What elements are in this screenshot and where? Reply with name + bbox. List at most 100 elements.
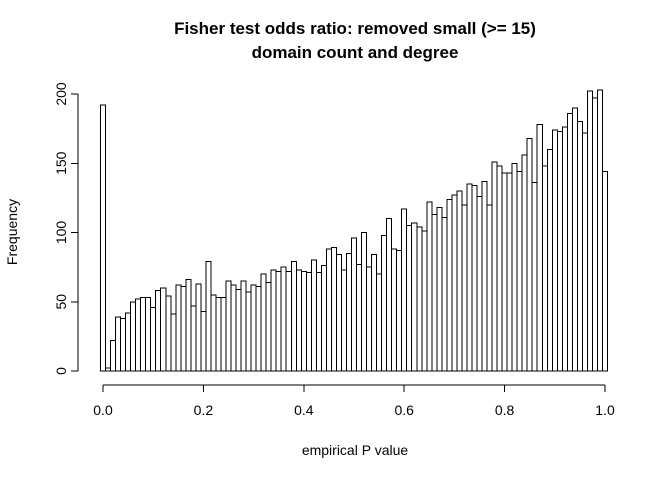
histogram-bar (225, 280, 232, 372)
x-axis-label: empirical P value (302, 442, 409, 458)
histogram-bar (330, 247, 337, 372)
histogram-bar (200, 310, 207, 372)
histogram-bar (285, 270, 292, 372)
histogram-bar (210, 294, 217, 372)
histogram-bar (240, 280, 247, 372)
histogram-bar (300, 270, 307, 372)
histogram-bar (561, 126, 568, 372)
histogram-bar (115, 316, 122, 372)
histogram-bar (145, 297, 152, 372)
histogram-bar (325, 248, 332, 372)
y-tick-label: 50 (53, 294, 69, 310)
histogram-bar (481, 180, 488, 372)
histogram-bar (536, 123, 543, 372)
histogram-bar (566, 112, 573, 372)
histogram-bar (526, 137, 533, 372)
histogram-bar (361, 232, 368, 372)
histogram-bar (265, 281, 272, 372)
histogram-bar (416, 226, 423, 372)
y-axis: 0 50 100 150 200 (53, 82, 79, 375)
histogram-bar (345, 252, 352, 372)
histogram-bar (421, 230, 428, 372)
histogram-bar (396, 250, 403, 372)
histogram-bar (586, 90, 593, 372)
y-tick-label: 100 (53, 221, 69, 245)
histogram-bar (155, 290, 162, 372)
histogram-bar (556, 130, 563, 372)
histogram-bar (215, 297, 222, 372)
histogram-bar (406, 225, 413, 372)
histogram-bar (315, 272, 322, 372)
x-tick-label: 0.0 (93, 402, 113, 418)
histogram-bar (356, 263, 363, 372)
histogram-bar (391, 248, 398, 372)
histogram-bar (496, 165, 503, 372)
histogram-bar (366, 266, 373, 372)
histogram-bar (441, 216, 448, 372)
histogram-bar (250, 284, 257, 372)
x-tick-label: 0.4 (294, 402, 314, 418)
histogram-bar (295, 269, 302, 372)
histogram-bar (275, 270, 282, 372)
histogram-bar (255, 286, 262, 372)
histogram-bar (571, 107, 578, 372)
histogram-bar (401, 208, 408, 372)
histogram-bar (150, 306, 157, 372)
histogram-bar (135, 298, 142, 372)
histogram-bar (486, 204, 493, 372)
histogram-bar (190, 305, 197, 372)
histogram-bar (371, 254, 378, 372)
histogram-bar (446, 198, 453, 372)
histogram-bar (511, 162, 518, 372)
histogram-bar (501, 172, 508, 372)
x-tick-label: 0.6 (394, 402, 414, 418)
histogram-bar (220, 297, 227, 372)
histogram-bar (426, 201, 433, 372)
histogram-bar (591, 97, 598, 372)
x-tick-label: 0.8 (495, 402, 515, 418)
histogram-bar (381, 234, 388, 372)
histogram-bar (160, 287, 167, 372)
histogram-bar (576, 121, 583, 372)
histogram-bar (310, 259, 317, 372)
histogram-bar (270, 269, 277, 372)
histogram-bar (195, 283, 202, 372)
histogram-bar (471, 184, 478, 372)
histogram-bar (546, 148, 553, 372)
histogram-bar (491, 161, 498, 372)
x-tick-label: 0.2 (194, 402, 214, 418)
x-axis: 0.0 0.2 0.4 0.6 0.8 1.0 (93, 384, 615, 418)
histogram-bar (340, 269, 347, 372)
histogram-bar (335, 254, 342, 372)
histogram-bar (130, 301, 137, 372)
histogram-bar (105, 367, 112, 372)
histogram-bar (451, 194, 458, 372)
histogram-bar (290, 261, 297, 372)
histogram-bar (185, 279, 192, 372)
histogram-bar (411, 222, 418, 372)
histogram-bar (165, 295, 172, 372)
histogram-bar (180, 286, 187, 372)
histogram-bar (436, 207, 443, 372)
histogram-bar (581, 132, 588, 372)
histogram-bar (205, 261, 212, 372)
y-tick-label: 200 (53, 82, 69, 106)
chart-title-line-2: domain count and degree (252, 43, 459, 62)
histogram-bar (170, 313, 177, 372)
y-axis-label: Frequency (4, 199, 20, 265)
y-tick-label: 0 (53, 367, 69, 375)
histogram-bar (521, 154, 528, 372)
histogram-bar (110, 340, 117, 372)
y-tick-label: 150 (53, 151, 69, 175)
histogram-bar (99, 104, 107, 372)
histogram-bar (476, 195, 483, 372)
histogram-bar (260, 273, 267, 372)
histogram-bar (541, 165, 548, 372)
histogram-bar (516, 171, 523, 372)
histogram-bar (235, 288, 242, 372)
histogram-bar (376, 273, 383, 372)
histogram-bar (350, 237, 358, 372)
histogram-bar (531, 182, 538, 372)
histogram-bar (386, 218, 393, 372)
